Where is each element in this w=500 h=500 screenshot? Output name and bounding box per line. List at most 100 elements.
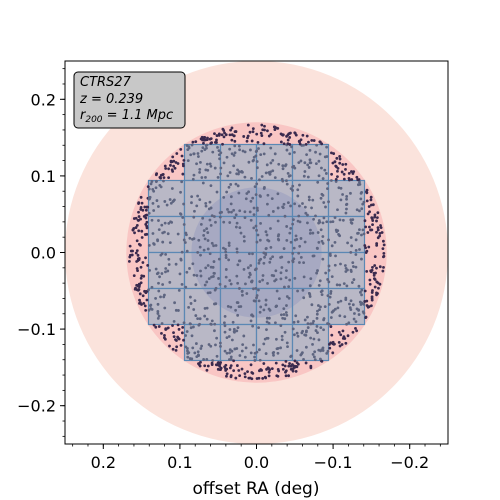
data-point [296,194,300,198]
data-point [378,265,382,269]
data-point [253,355,256,359]
data-point [258,259,261,262]
mosaic-tile [255,215,294,254]
data-point [327,280,331,284]
data-point [287,260,291,264]
redshift-label: z = 0.239 [79,92,143,107]
data-point [371,289,374,292]
data-point [363,289,367,293]
data-point [352,170,356,174]
data-point [382,254,386,258]
data-point [230,138,234,142]
data-point [202,141,205,145]
data-point [222,135,226,139]
data-point [240,349,244,353]
data-point [322,317,326,320]
data-point [253,359,257,362]
data-point [243,175,247,179]
data-point [329,254,332,257]
data-point [249,363,253,367]
data-point [286,138,290,142]
data-point [219,151,223,155]
data-point [249,351,253,355]
data-point [284,359,288,363]
data-point [302,261,306,265]
data-point [170,168,174,172]
data-point [306,175,310,179]
data-point [321,235,325,238]
data-point [285,313,289,317]
data-point [293,166,297,170]
data-point [252,158,256,162]
data-point [218,215,222,219]
data-point [242,235,246,239]
data-point [147,244,151,247]
data-point [250,139,254,143]
data-point [350,281,354,284]
data-point [152,242,155,245]
data-point [344,341,348,345]
data-point [376,226,380,230]
data-point [139,276,143,280]
data-point [288,136,292,139]
data-point [311,231,315,235]
data-point [233,151,237,155]
data-point [235,250,239,254]
data-point [302,275,306,279]
data-point [297,251,301,255]
data-point [229,195,233,199]
data-point [160,331,163,335]
data-point [160,322,164,325]
data-point [213,288,217,292]
data-point [269,133,273,136]
data-point [168,241,172,244]
data-point [298,204,301,208]
data-point [157,205,160,208]
data-point [276,192,280,196]
data-point [317,174,321,178]
data-point [252,155,256,159]
data-point [185,249,189,253]
data-point [138,292,142,296]
data-point [203,314,207,318]
data-point [319,196,323,200]
data-point [321,349,325,352]
data-point [354,320,358,324]
data-point [255,240,259,244]
data-point [164,267,168,270]
data-point [369,270,373,274]
data-point [237,172,240,176]
data-point [348,306,352,310]
data-point [381,247,385,251]
data-point [140,274,144,278]
data-point [335,165,338,169]
data-point [271,169,275,173]
data-point [135,283,139,287]
data-point [182,223,186,226]
data-point [227,335,231,338]
data-point [337,330,341,334]
data-point [317,221,321,225]
data-point [281,367,285,371]
data-point [252,213,256,217]
data-point [143,233,147,236]
data-point [163,230,166,234]
data-point [239,231,243,235]
data-point [180,331,184,335]
data-point [199,274,203,278]
data-point [365,199,369,203]
data-point [336,306,340,310]
data-point [326,294,330,298]
data-point [329,292,333,295]
data-point [303,161,307,165]
data-point [214,220,217,224]
data-point [304,143,308,146]
data-point [162,295,166,299]
data-point [317,241,321,244]
data-point [293,276,297,280]
data-point [217,257,221,261]
data-point [185,330,189,333]
data-point [195,162,198,166]
data-point [238,354,242,357]
data-point [186,347,189,350]
